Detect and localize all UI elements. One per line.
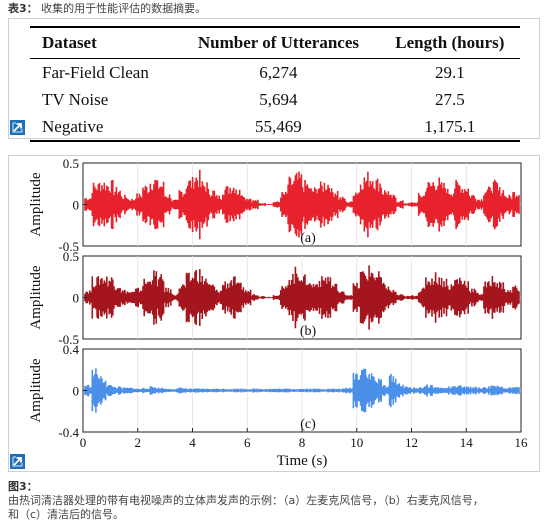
x-tick-label: 14 [460, 435, 474, 450]
expand-arrow-icon[interactable] [10, 120, 25, 135]
table-caption-prefix: 表3： [8, 2, 38, 15]
x-tick-label: 16 [515, 435, 529, 450]
y-tick-label: 0 [73, 384, 80, 399]
figure-caption-title: 图3： [8, 480, 38, 493]
y-tick-label: -0.5 [58, 239, 79, 254]
header-dataset: Dataset [30, 26, 178, 59]
x-tick-label: 10 [350, 435, 363, 450]
x-tick-label: 12 [405, 435, 418, 450]
y-axis-label: Amplitude [28, 172, 44, 237]
x-tick-label: 0 [80, 435, 87, 450]
y-tick-label: 0.5 [63, 156, 79, 171]
x-tick-label: 2 [135, 435, 142, 450]
cell-dataset: Far-Field Clean [42, 62, 149, 82]
header-utterances: Number of Utterances [177, 26, 380, 59]
y-tick-label: 0 [73, 198, 80, 213]
table-caption-text: 收集的用于性能评估的数据摘要。 [41, 2, 207, 15]
figure-caption-line1: 由热词清洁器处理的带有电视噪声的立体声发声的示例：（a）左麦克风信号，（b）右麦… [8, 494, 484, 507]
y-axis-label: Amplitude [28, 265, 44, 330]
table-row: Negative 55,469 1,175.1 [30, 113, 520, 142]
cell-utterances: 5,694 [259, 89, 298, 109]
panel-label: (b) [300, 324, 317, 339]
cell-utterances: 6,274 [259, 62, 298, 82]
cell-length: 1,175.1 [379, 113, 520, 142]
table-row: TV Noise 5,694 27.5 [30, 86, 520, 113]
cell-dataset: TV Noise [42, 89, 109, 109]
panel-label: (c) [300, 417, 316, 432]
figure-caption-line2: 和（c）清洁后的信号。 [8, 508, 125, 521]
y-tick-label: 0.4 [63, 342, 80, 357]
table-header-row: Dataset Number of Utterances Length (hou… [30, 26, 520, 59]
y-axis-label: Amplitude [28, 358, 44, 423]
table-row: Far-Field Clean 6,274 29.1 [30, 59, 520, 87]
figure-caption: 图3： 由热词清洁器处理的带有电视噪声的立体声发声的示例：（a）左麦克风信号，（… [8, 480, 484, 522]
cell-dataset: Negative [30, 113, 178, 142]
data-table: Dataset Number of Utterances Length (hou… [30, 26, 520, 142]
header-length: Length (hours) [379, 26, 520, 59]
x-tick-label: 6 [244, 435, 251, 450]
x-axis-label: Time (s) [277, 453, 328, 469]
y-tick-label: 0.5 [63, 249, 79, 264]
cell-length: 27.5 [434, 89, 465, 109]
x-tick-label: 4 [189, 435, 196, 450]
y-tick-label: -0.5 [58, 332, 79, 347]
cell-utterances: 55,469 [177, 113, 380, 142]
expand-arrow-icon[interactable] [10, 454, 25, 469]
panel-label: (a) [300, 231, 316, 246]
y-tick-label: 0 [73, 291, 80, 306]
cell-length: 29.1 [434, 62, 465, 82]
x-tick-label: 8 [299, 435, 306, 450]
table-caption: 表3： 收集的用于性能评估的数据摘要。 [8, 2, 206, 16]
y-tick-label: -0.4 [58, 425, 79, 440]
